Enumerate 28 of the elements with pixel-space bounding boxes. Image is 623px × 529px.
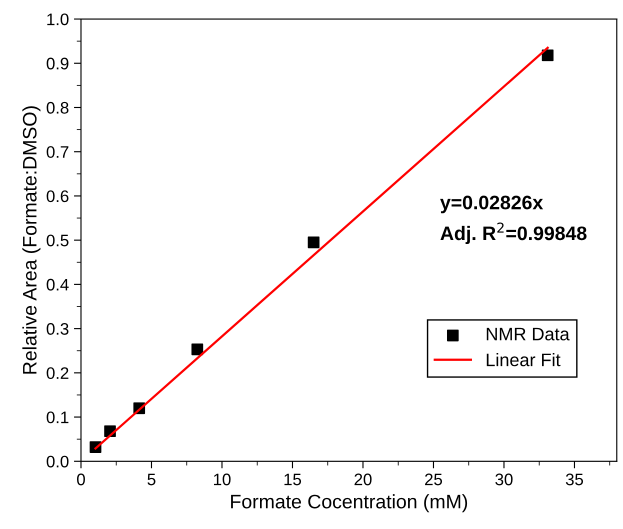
legend-label: Linear Fit [486,353,560,366]
y-axis-title: Relative Area (Formate:DMSO) [22,106,40,374]
y-tick-label: 1.0 [47,13,69,26]
x-tick-label: 30 [495,474,513,486]
y-tick-label: 0.7 [46,146,68,158]
point [308,236,320,248]
y-tick-label: 0.0 [46,456,69,468]
x-axis-title: Formate Cocentration (mM) [231,494,468,512]
point [542,49,554,62]
x-tick-label: 25 [425,474,442,486]
x-tick-label: 10 [214,474,231,486]
x-tick-label: 0 [77,474,85,486]
point [191,344,204,356]
x-tick-label: 5 [148,474,156,486]
y-tick-label: 0.6 [46,190,68,202]
x-tick-label: 15 [284,474,302,486]
x-tick-label: 20 [354,474,372,486]
y-tick-label: 0.9 [46,58,68,70]
y-tick-label: 0.2 [46,367,68,380]
y-tick-label: 0.5 [46,234,68,246]
y-tick-label: 0.8 [46,102,68,114]
annotation: y=0.02826x [440,196,544,214]
annotation: Adj. R$^{2}$=0.99848 [440,222,587,244]
y-tick-label: 0.4 [46,278,69,291]
x-tick-label: 35 [566,474,584,486]
y-tick-label: 0.1 [46,411,68,424]
y-tick-label: 0.3 [46,323,68,335]
legend-label: NMR Data [486,328,570,340]
